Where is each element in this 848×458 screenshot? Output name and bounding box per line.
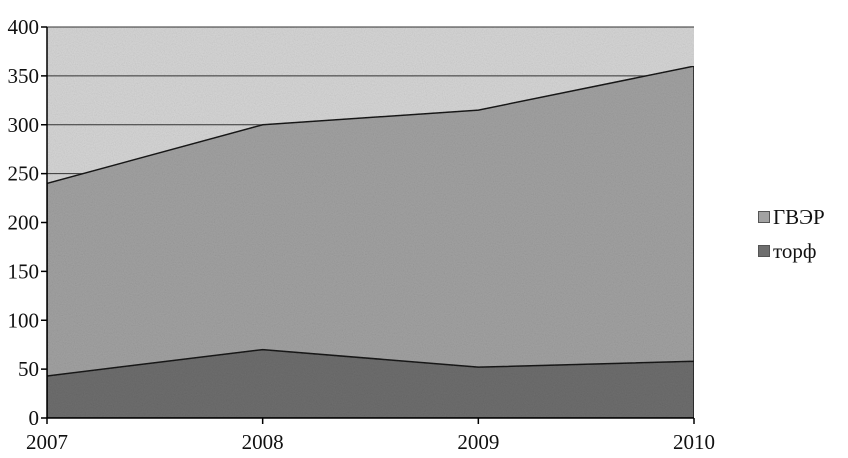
legend-item-torf: торф bbox=[758, 238, 825, 264]
y-tick-label-200: 200 bbox=[8, 211, 40, 235]
y-tick-label-150: 150 bbox=[8, 259, 40, 283]
y-tick-label-100: 100 bbox=[8, 308, 40, 332]
area-series-layer bbox=[46, 65, 695, 419]
x-tick-label-2008: 2008 bbox=[242, 430, 284, 454]
y-tick-label-350: 350 bbox=[8, 64, 40, 88]
y-tick-labels: 0 50 100 150 200 250 300 350 400 bbox=[8, 15, 40, 430]
x-tick-label-2009: 2009 bbox=[457, 430, 499, 454]
y-tick-label-0: 0 bbox=[29, 406, 40, 430]
x-tick-labels: 2007 2008 2009 2010 bbox=[26, 430, 715, 454]
axes bbox=[41, 26, 695, 424]
x-tick-label-2010: 2010 bbox=[673, 430, 715, 454]
legend-swatch-torf bbox=[758, 245, 770, 257]
legend-label-torf: торф bbox=[773, 238, 817, 263]
area-series-gver bbox=[46, 65, 695, 377]
y-tick-label-400: 400 bbox=[8, 15, 40, 39]
legend: ГВЭР торф bbox=[758, 204, 825, 272]
y-tick-label-50: 50 bbox=[18, 357, 39, 381]
legend-item-gver: ГВЭР bbox=[758, 204, 825, 230]
y-tick-label-300: 300 bbox=[8, 113, 40, 137]
legend-label-gver: ГВЭР bbox=[773, 204, 825, 229]
legend-swatch-gver bbox=[758, 211, 770, 223]
y-tick-label-250: 250 bbox=[8, 162, 40, 186]
x-tick-label-2007: 2007 bbox=[26, 430, 68, 454]
